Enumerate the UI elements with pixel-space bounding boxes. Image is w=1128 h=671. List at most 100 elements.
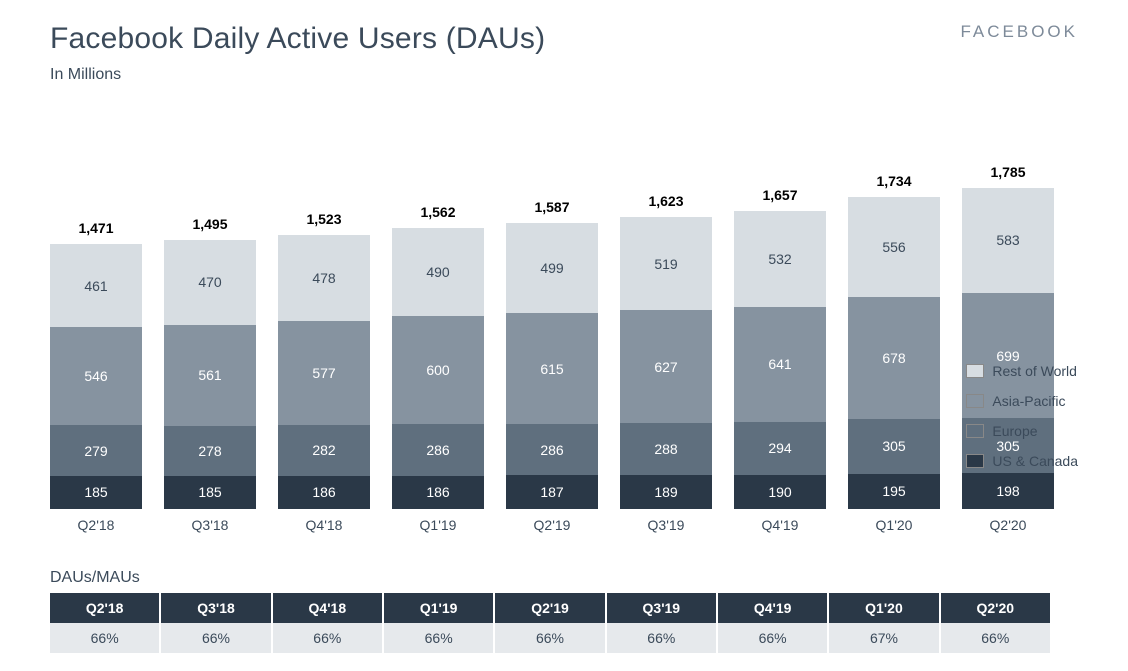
ratio-table: Q2'18Q3'18Q4'18Q1'19Q2'19Q3'19Q4'19Q1'20… (50, 593, 1050, 653)
bar-segment: 278 (164, 426, 256, 476)
bar-segment: 583 (962, 188, 1054, 293)
ratio-table-title: DAUs/MAUs (50, 569, 1078, 587)
bar-segment: 561 (164, 325, 256, 426)
ratio-table-body-row: 66%66%66%66%66%66%66%67%66% (50, 623, 1050, 653)
x-axis-label: Q4'19 (734, 517, 826, 533)
legend-label: Asia-Pacific (992, 393, 1065, 409)
ratio-value-cell: 66% (941, 623, 1050, 653)
ratio-value-cell: 66% (273, 623, 384, 653)
legend-item: Rest of World (966, 363, 1078, 379)
bar-stack: 187286615499 (506, 223, 598, 509)
bar-segment: 577 (278, 321, 370, 425)
ratio-value-cell: 66% (161, 623, 272, 653)
ratio-header-cell: Q3'18 (161, 593, 272, 623)
x-axis-label: Q1'20 (848, 517, 940, 533)
bar-segment: 186 (392, 476, 484, 509)
header-row: Facebook Daily Active Users (DAUs) FACEB… (50, 22, 1078, 56)
ratio-value-cell: 66% (495, 623, 606, 653)
bar-segment: 478 (278, 235, 370, 321)
legend-swatch-icon (966, 454, 984, 468)
brand-wordmark: FACEBOOK (960, 22, 1078, 42)
bar-segment: 185 (164, 476, 256, 509)
page-subtitle: In Millions (50, 66, 1078, 84)
bar-segment: 461 (50, 244, 142, 327)
chart-legend: Rest of World Asia-Pacific Europe US & Cana… (966, 363, 1078, 469)
bar-segment: 190 (734, 475, 826, 509)
legend-swatch-icon (966, 394, 984, 408)
bar-column: 1,623 189288627519 (620, 193, 712, 509)
bar-column: 1,495 185278561470 (164, 216, 256, 509)
ratio-header-cell: Q2'20 (941, 593, 1050, 623)
page-title: Facebook Daily Active Users (DAUs) (50, 22, 545, 56)
bar-column: 1,587 187286615499 (506, 199, 598, 509)
bar-total-label: 1,623 (648, 193, 683, 209)
bar-stack: 195305678556 (848, 197, 940, 509)
ratio-value-cell: 67% (829, 623, 940, 653)
chart-x-axis: Q2'18 Q3'18 Q4'18 Q1'19 Q2'19 Q3'19 Q4'19 Q1'20… (50, 517, 1078, 533)
bar-segment: 294 (734, 422, 826, 475)
bar-stack: 186282577478 (278, 235, 370, 509)
x-axis-label: Q3'18 (164, 517, 256, 533)
x-axis-label: Q2'19 (506, 517, 598, 533)
bar-segment: 490 (392, 228, 484, 316)
slide-root: Facebook Daily Active Users (DAUs) FACEB… (0, 0, 1128, 671)
bar-stack: 186286600490 (392, 228, 484, 509)
legend-label: Rest of World (992, 363, 1077, 379)
bar-segment: 519 (620, 217, 712, 310)
bar-segment: 288 (620, 423, 712, 475)
ratio-header-cell: Q1'19 (384, 593, 495, 623)
ratio-value-cell: 66% (50, 623, 161, 653)
bar-segment: 195 (848, 474, 940, 509)
bar-total-label: 1,471 (78, 220, 113, 236)
ratio-header-cell: Q2'19 (495, 593, 606, 623)
bar-total-label: 1,785 (990, 164, 1025, 180)
bar-segment: 627 (620, 310, 712, 423)
legend-label: Europe (992, 423, 1037, 439)
bar-column: 1,523 186282577478 (278, 211, 370, 509)
bar-segment: 305 (848, 419, 940, 474)
bar-segment: 615 (506, 313, 598, 424)
legend-swatch-icon (966, 364, 984, 378)
bar-segment: 641 (734, 307, 826, 422)
ratio-value-cell: 66% (607, 623, 718, 653)
bar-total-label: 1,562 (420, 204, 455, 220)
bar-total-label: 1,587 (534, 199, 569, 215)
bar-stack: 185279546461 (50, 244, 142, 509)
bar-segment: 600 (392, 316, 484, 424)
legend-label: US & Canada (992, 453, 1078, 469)
dau-stacked-bar-chart: 1,4711852795464611,4951852785614701,5231… (50, 139, 1078, 509)
bar-segment: 532 (734, 211, 826, 307)
bar-total-label: 1,734 (876, 173, 911, 189)
bar-segment: 556 (848, 197, 940, 297)
legend-item: Europe (966, 423, 1078, 439)
bar-segment: 678 (848, 297, 940, 419)
x-axis-label: Q4'18 (278, 517, 370, 533)
ratio-header-cell: Q4'18 (273, 593, 384, 623)
bar-segment: 546 (50, 327, 142, 425)
x-axis-label: Q1'19 (392, 517, 484, 533)
ratio-value-cell: 66% (718, 623, 829, 653)
x-axis-label: Q3'19 (620, 517, 712, 533)
bar-segment: 198 (962, 473, 1054, 509)
bar-segment: 286 (506, 424, 598, 475)
legend-swatch-icon (966, 424, 984, 438)
bar-segment: 186 (278, 476, 370, 509)
bar-segment: 470 (164, 240, 256, 325)
bar-column: 1,471 185279546461 (50, 220, 142, 509)
ratio-table-header-row: Q2'18Q3'18Q4'18Q1'19Q2'19Q3'19Q4'19Q1'20… (50, 593, 1050, 623)
x-axis-label: Q2'18 (50, 517, 142, 533)
ratio-header-cell: Q4'19 (718, 593, 829, 623)
bar-total-label: 1,495 (192, 216, 227, 232)
bar-segment: 499 (506, 223, 598, 313)
bar-segment: 286 (392, 424, 484, 475)
bar-total-label: 1,523 (306, 211, 341, 227)
ratio-value-cell: 66% (384, 623, 495, 653)
bar-stack: 190294641532 (734, 211, 826, 509)
bar-segment: 189 (620, 475, 712, 509)
x-axis-label: Q2'20 (962, 517, 1054, 533)
bar-total-label: 1,657 (762, 187, 797, 203)
bar-column: 1,657 190294641532 (734, 187, 826, 509)
bar-segment: 279 (50, 425, 142, 475)
ratio-header-cell: Q1'20 (829, 593, 940, 623)
ratio-header-cell: Q3'19 (607, 593, 718, 623)
